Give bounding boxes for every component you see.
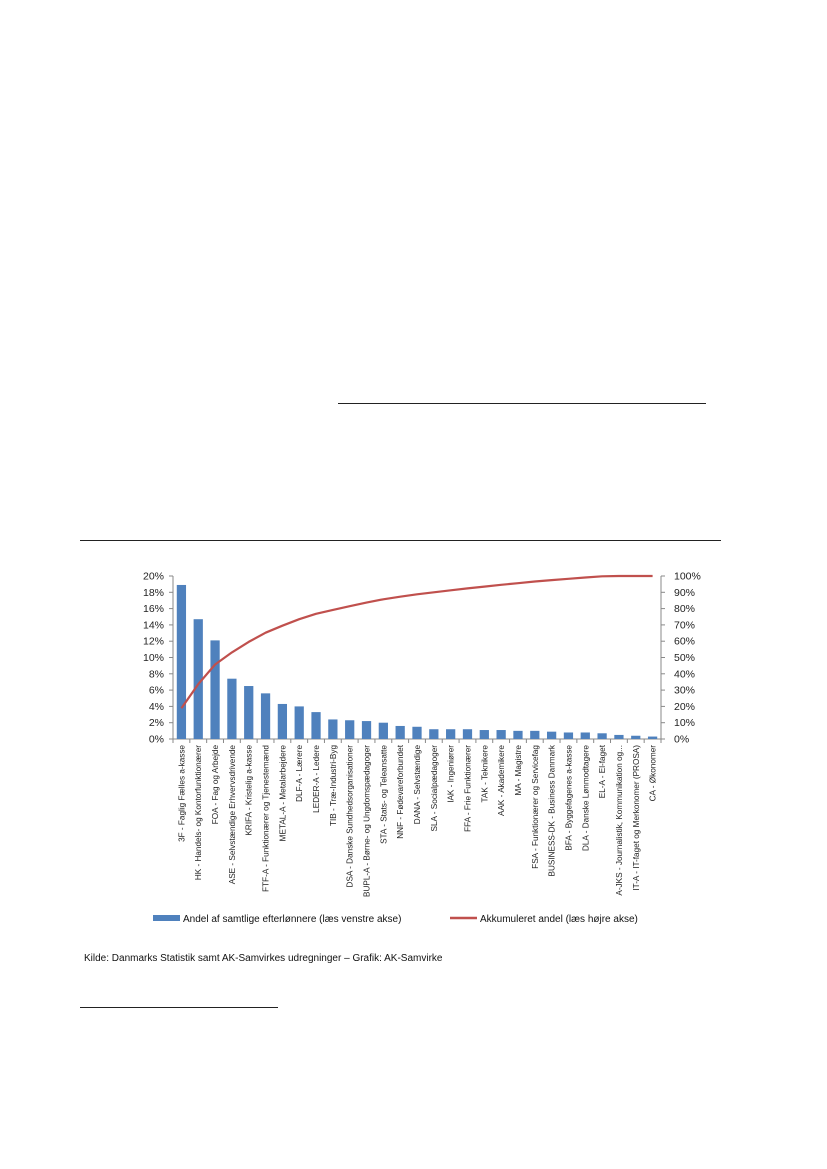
y-tick-label: 8% [149, 668, 164, 680]
y2-tick-label: 60% [674, 636, 695, 648]
x-category-label: HK - Handels- og Kontorfunktionærer [194, 745, 203, 880]
bar [429, 729, 439, 739]
y-tick-label: 10% [143, 652, 164, 664]
y-tick-label: 14% [143, 619, 164, 631]
bar [546, 731, 557, 739]
y2-tick-label: 10% [674, 717, 695, 729]
y-tick-label: 16% [143, 603, 164, 615]
bar [210, 640, 220, 739]
bar [563, 732, 574, 739]
x-category-label: DANA - Selvstændige [413, 745, 422, 825]
x-category-label: FFA - Frie Funktionærer [463, 745, 472, 832]
bar [294, 706, 304, 739]
bar [361, 721, 372, 739]
x-category-label: LEDER-A - Ledere [312, 745, 321, 813]
x-category-label: A-JKS - Journalistik, Kommunikation og..… [615, 745, 624, 896]
bar [513, 730, 523, 739]
bar [395, 725, 405, 739]
bar [260, 693, 271, 739]
bar [446, 729, 456, 739]
x-category-label: KRIFA - Kristelig a-kasse [245, 745, 254, 836]
bar [412, 726, 422, 739]
y2-tick-label: 40% [674, 668, 695, 680]
x-category-label: CA - Økonomer [649, 745, 658, 802]
section-rule [80, 540, 721, 541]
y-tick-label: 12% [143, 636, 164, 648]
bar [597, 733, 607, 739]
x-category-label: DLF-A - Lærere [295, 745, 304, 802]
x-category-label: MA - Magistre [514, 745, 523, 796]
y2-tick-label: 90% [674, 587, 695, 599]
y-tick-label: 18% [143, 587, 164, 599]
bar [580, 732, 590, 739]
cumulative-line [180, 574, 653, 709]
source-caption: Kilde: Danmarks Statistik samt AK-Samvir… [84, 953, 443, 964]
bar [496, 730, 506, 739]
x-category-label: DSA - Danske Sundhedsorganisationer [346, 745, 355, 888]
y2-tick-label: 70% [674, 619, 695, 631]
x-category-label: 3F - Faglig Fælles a-kasse [177, 745, 186, 842]
x-category-label: BUSINESS-DK - Business Danmark [548, 744, 557, 876]
bar [311, 712, 321, 739]
bar [462, 729, 473, 739]
bar [244, 686, 254, 739]
bar [479, 730, 489, 739]
x-category-label: IT-A - IT-faget og Merkonomer (PROSA) [632, 745, 641, 891]
x-category-label: BUPL-A - Børne- og Ungdomspædagoger [363, 745, 372, 897]
x-category-label: AAK - Akademikere [497, 745, 506, 816]
y-tick-label: 4% [149, 701, 164, 713]
x-category-label: TAK - Teknikere [480, 745, 489, 803]
y-tick-label: 6% [149, 685, 164, 697]
legend-line-label: Akkumuleret andel (læs højre akse) [480, 914, 638, 925]
x-category-label: EL-A - El-faget [598, 744, 607, 798]
y2-tick-label: 20% [674, 701, 695, 713]
bar [647, 736, 658, 739]
x-category-label: NNF - Fødevareforbundet [396, 744, 405, 838]
y-tick-label: 20% [143, 571, 164, 583]
y2-tick-label: 30% [674, 685, 695, 697]
y-tick-label: 0% [149, 734, 164, 746]
x-category-label: TIB - Træ-Industri-Byg [329, 745, 338, 826]
x-category-label: SLA - Socialpædagoger [430, 745, 439, 832]
bar [530, 730, 540, 739]
top-rule [338, 403, 706, 404]
y2-tick-label: 50% [674, 652, 695, 664]
legend-bar-label: Andel af samtlige efterlønnere (læs vens… [183, 914, 401, 925]
x-category-label: METAL-A - Metalarbejdere [278, 745, 287, 842]
bar [176, 584, 187, 739]
bar [378, 722, 388, 739]
y2-tick-label: 0% [674, 734, 689, 746]
x-category-label: ASE - Selvstændige Erhvervsdrivende [228, 745, 237, 885]
bar [193, 619, 203, 739]
y-tick-label: 2% [149, 717, 164, 729]
bar [227, 678, 237, 739]
bar [277, 703, 288, 739]
bar [345, 720, 355, 739]
footnote-rule [80, 1007, 278, 1008]
x-category-label: IAK - Ingeniører [447, 745, 456, 803]
legend-bar-swatch [153, 915, 180, 921]
x-category-label: FTF-A - Funktionærer og Tjenestemænd [262, 745, 271, 892]
bar [614, 734, 624, 739]
x-category-label: FOA - Fag og Arbejde [211, 745, 220, 825]
y2-tick-label: 100% [674, 571, 701, 583]
x-category-label: FSA - Funktionærer og Servicefag [531, 745, 540, 869]
bar [328, 719, 338, 739]
y2-tick-label: 80% [674, 603, 695, 615]
x-category-label: STA - Stats- og Teleansatte [379, 745, 388, 844]
x-category-label: BFA - Byggefagenes a-kasse [564, 745, 573, 851]
bar [631, 735, 641, 739]
x-category-label: DLA - Danske Lønmodtagere [581, 745, 590, 851]
